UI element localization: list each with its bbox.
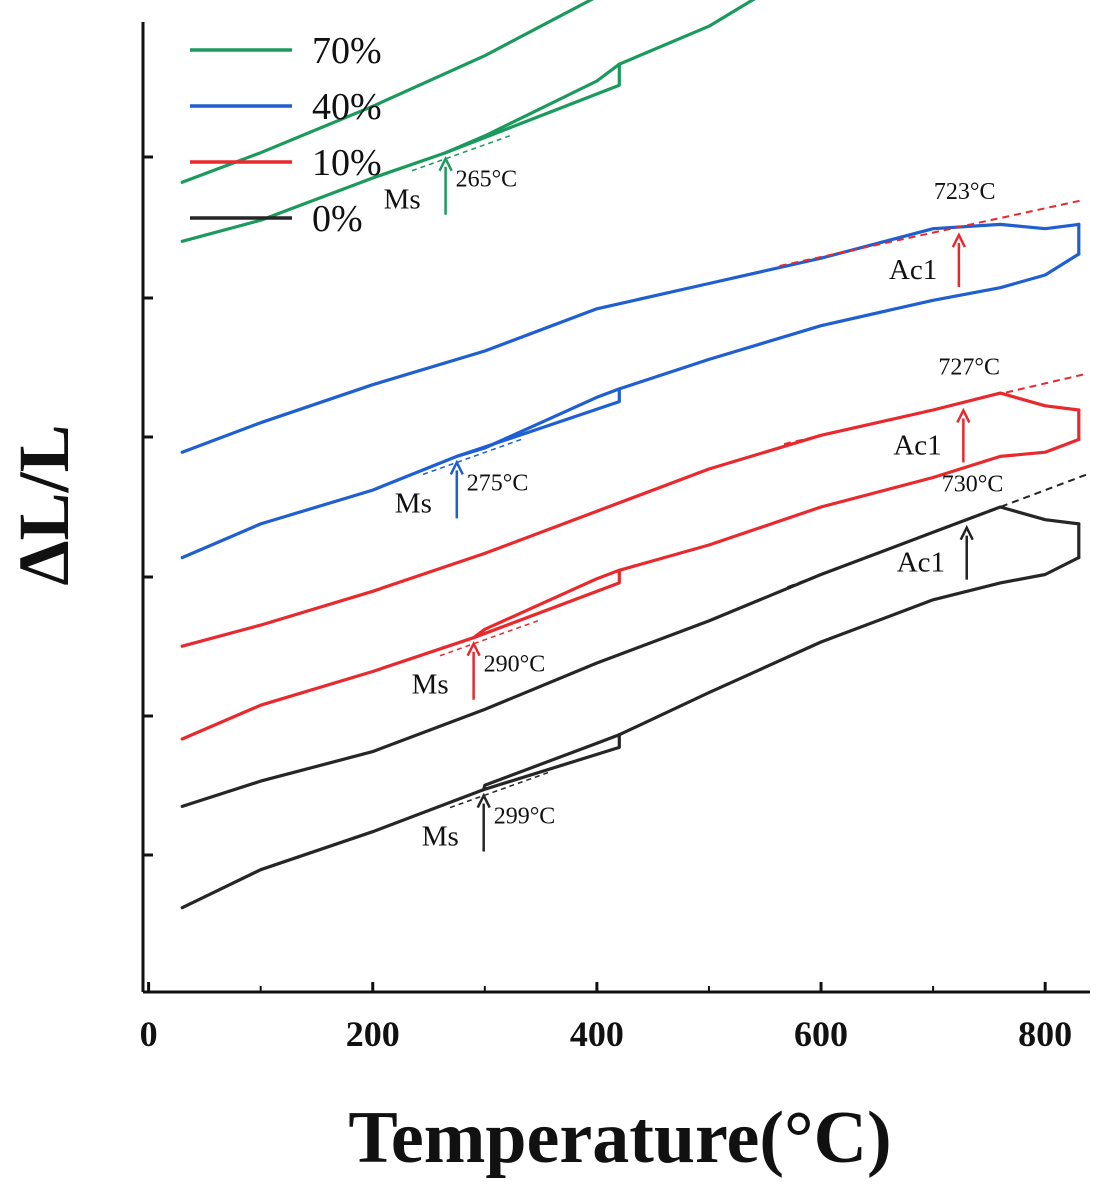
x-axis-title: Temperature(°C) bbox=[348, 1097, 891, 1179]
series-1-cooling-upper-line bbox=[617, 252, 1081, 391]
series-3-ac1-tangent bbox=[787, 472, 1091, 589]
series-2-ac1-arrow-head bbox=[956, 407, 971, 423]
x-tick-label-0: 0 bbox=[140, 1014, 158, 1054]
series-1-ac1-label: Ac1 bbox=[889, 254, 937, 286]
series-2-loop-line bbox=[472, 568, 621, 640]
series-0-ms-label: Ms bbox=[384, 184, 421, 216]
series-1 bbox=[180, 222, 1081, 560]
legend-label-2: 10% bbox=[312, 142, 382, 184]
series-0-heating-line bbox=[180, 0, 595, 184]
series-2-ms-arrow-head bbox=[466, 640, 481, 657]
legend-label-1: 40% bbox=[312, 86, 382, 128]
series-3-cooling-upper-line bbox=[617, 556, 1081, 737]
series-3-ac1-label: Ac1 bbox=[897, 547, 945, 579]
series-3-ms-arrow-head bbox=[476, 792, 491, 809]
series-0 bbox=[180, 0, 756, 243]
series-3 bbox=[180, 505, 1081, 910]
series-0-loop-line bbox=[444, 62, 621, 155]
series-0-cooling-upper-line bbox=[617, 0, 756, 66]
series-1-ac1-temp: 723°C bbox=[934, 179, 996, 205]
series-1-ms-arrow-head bbox=[449, 459, 464, 475]
legend: 70% 40% 10% 0% bbox=[190, 30, 382, 240]
series-2 bbox=[180, 391, 1081, 741]
series-3-heating-line bbox=[180, 505, 1081, 808]
axes: 0 200 400 600 800 bbox=[140, 22, 1090, 1054]
series-1-ms-temp: 275°C bbox=[467, 470, 529, 496]
x-tick-label-200: 200 bbox=[346, 1014, 400, 1054]
series-0-ms-arrow-head bbox=[438, 155, 453, 172]
series-2-ac1-tangent bbox=[783, 372, 1087, 446]
legend-label-0: 70% bbox=[312, 30, 382, 72]
annotation-layer: Ac1683°CMs265°CAc1723°CMs275°CAc1727°CMs… bbox=[384, 134, 1091, 853]
x-tick-label-600: 600 bbox=[794, 1014, 848, 1054]
series-2-heating-line bbox=[180, 391, 1081, 648]
series-0-ms-temp: 265°C bbox=[456, 167, 518, 193]
series-1-loop-line bbox=[455, 387, 621, 458]
x-tick-label-800: 800 bbox=[1018, 1014, 1072, 1054]
legend-label-3: 0% bbox=[312, 198, 363, 240]
series-2-cooling-upper-line bbox=[617, 437, 1081, 572]
series-2-ac1-label: Ac1 bbox=[893, 429, 941, 461]
series-1-ac1-arrow-head bbox=[951, 232, 966, 248]
y-axis-title: ΔL/L bbox=[4, 424, 84, 585]
series-1-ms-label: Ms bbox=[395, 487, 432, 519]
series-3-ac1-arrow-head bbox=[959, 524, 974, 541]
series-3-ms-label: Ms bbox=[422, 821, 459, 853]
series-3-loop-line bbox=[482, 733, 621, 792]
series-3-ms-temp: 299°C bbox=[494, 804, 556, 830]
x-tick-label-400: 400 bbox=[570, 1014, 624, 1054]
series-2-ac1-temp: 727°C bbox=[938, 354, 1000, 380]
series-3-ac1-temp: 730°C bbox=[942, 472, 1004, 498]
series-2-ms-temp: 290°C bbox=[484, 652, 546, 678]
series-1-heating-line bbox=[180, 222, 1081, 454]
series-1-ac1-tangent bbox=[779, 199, 1083, 267]
plot-layer bbox=[180, 0, 1081, 910]
series-2-ms-label: Ms bbox=[412, 669, 449, 701]
